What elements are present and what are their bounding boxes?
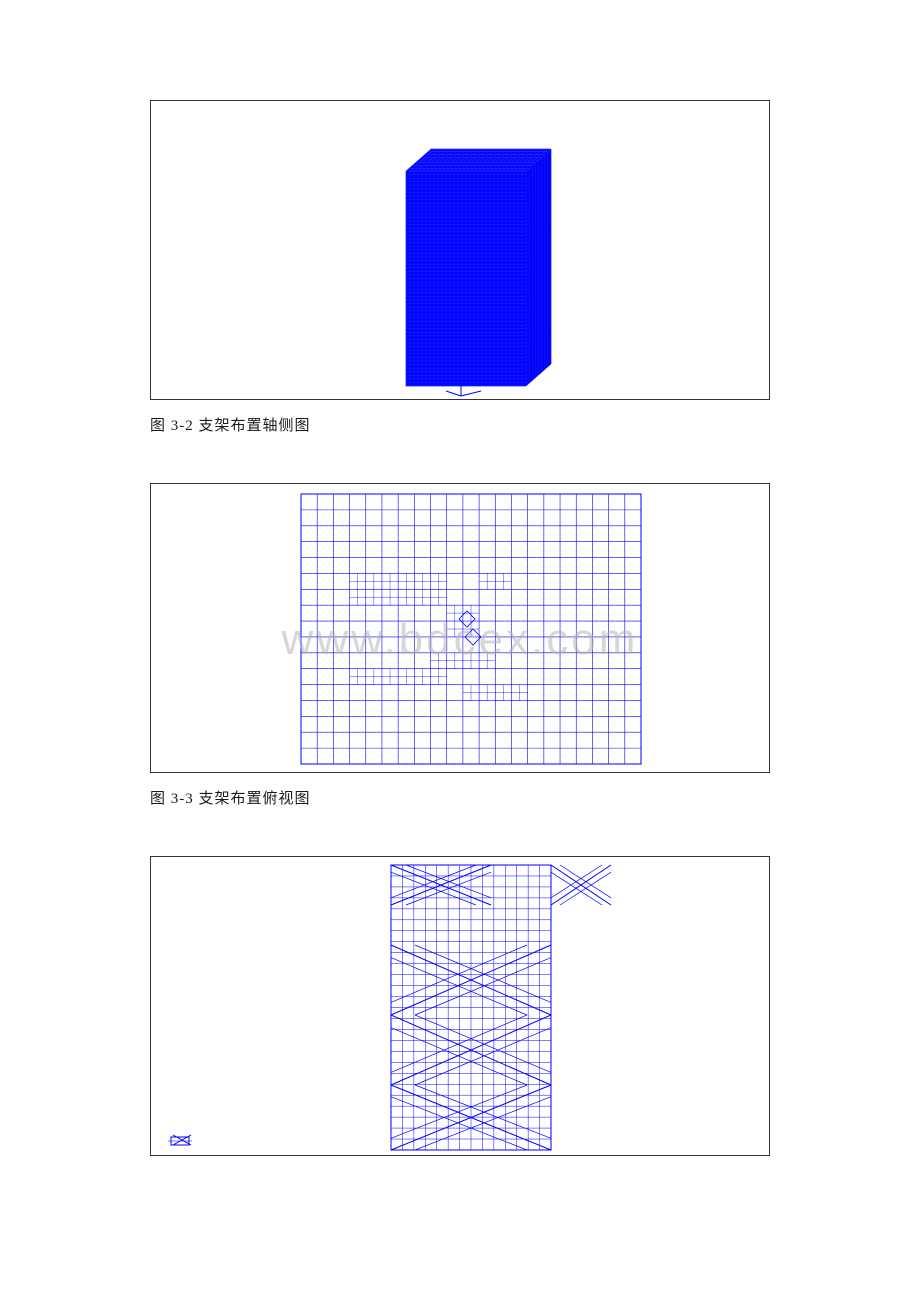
figure-frame-3-3 — [150, 483, 770, 773]
figure-frame-3-4 — [150, 856, 770, 1156]
diagram-elevation-view — [151, 857, 770, 1156]
diagram-top-view — [151, 484, 770, 773]
caption-3-2: 图 3-2 支架布置轴侧图 — [150, 414, 770, 435]
document-page: 图 3-2 支架布置轴侧图 图 3-3 支架布置俯视图 — [0, 0, 920, 1206]
diagram-axon-view — [151, 101, 770, 400]
caption-3-3: 图 3-3 支架布置俯视图 — [150, 787, 770, 808]
figure-frame-3-2 — [150, 100, 770, 400]
